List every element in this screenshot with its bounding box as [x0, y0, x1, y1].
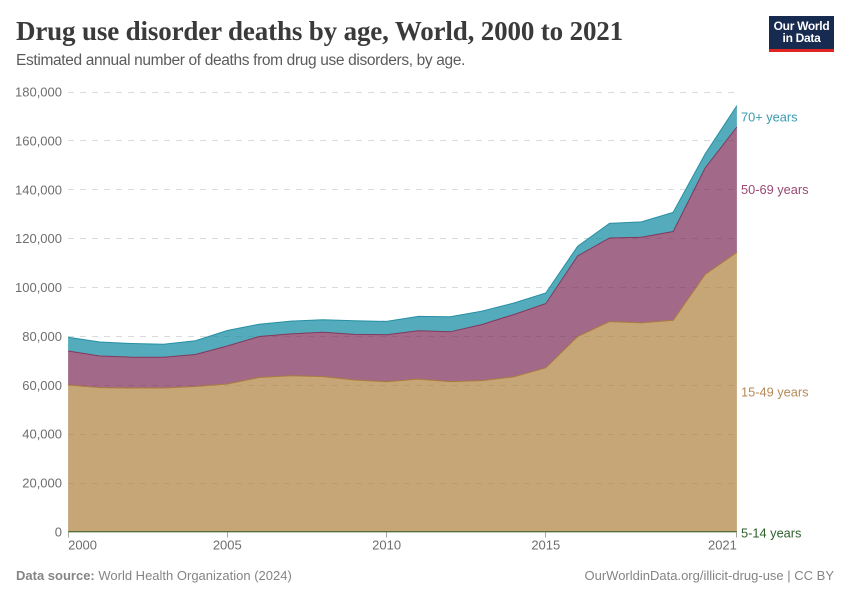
svg-text:160,000: 160,000	[15, 133, 62, 148]
svg-text:2015: 2015	[531, 538, 560, 553]
svg-text:15-49 years: 15-49 years	[741, 385, 809, 400]
svg-text:50-69 years: 50-69 years	[741, 182, 809, 197]
svg-text:80,000: 80,000	[22, 329, 62, 344]
svg-text:70+ years: 70+ years	[741, 110, 798, 125]
svg-text:2005: 2005	[213, 538, 242, 553]
svg-text:60,000: 60,000	[22, 378, 62, 393]
svg-text:2010: 2010	[372, 538, 401, 553]
svg-text:100,000: 100,000	[15, 280, 62, 295]
svg-text:120,000: 120,000	[15, 231, 62, 246]
svg-text:20,000: 20,000	[22, 476, 62, 491]
svg-text:140,000: 140,000	[15, 182, 62, 197]
svg-text:5-14 years: 5-14 years	[741, 526, 801, 541]
svg-text:2000: 2000	[68, 538, 97, 553]
svg-text:2021: 2021	[708, 538, 737, 553]
svg-text:180,000: 180,000	[15, 85, 62, 100]
svg-text:40,000: 40,000	[22, 427, 62, 442]
svg-text:0: 0	[55, 525, 62, 540]
